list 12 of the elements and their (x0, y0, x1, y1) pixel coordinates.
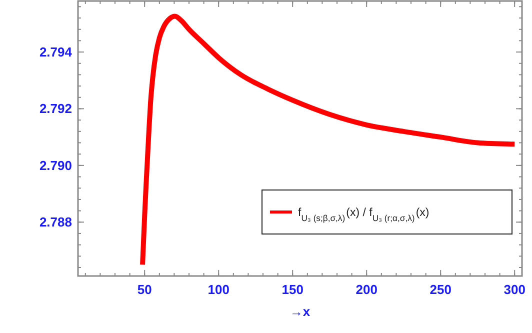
x-tick-label: 300 (504, 282, 526, 297)
legend-label: f$_{U₃ (s;β,σ,λ)}$(x) / f$_{U₃ (r;α,σ,λ)}$(x) (298, 207, 430, 223)
y-tick-label: 2.790 (39, 158, 72, 173)
x-tick-label: 250 (430, 282, 452, 297)
x-tick-label: 150 (282, 282, 304, 297)
x-tick-label: 200 (356, 282, 378, 297)
x-tick-label: 50 (137, 282, 152, 297)
x-tick-label: 100 (208, 282, 230, 297)
y-tick-label: 2.788 (39, 214, 72, 230)
y-tick-label: 2.792 (39, 101, 72, 116)
y-tick-label: 2.794 (39, 44, 73, 60)
x-axis-title: →x (290, 304, 311, 319)
